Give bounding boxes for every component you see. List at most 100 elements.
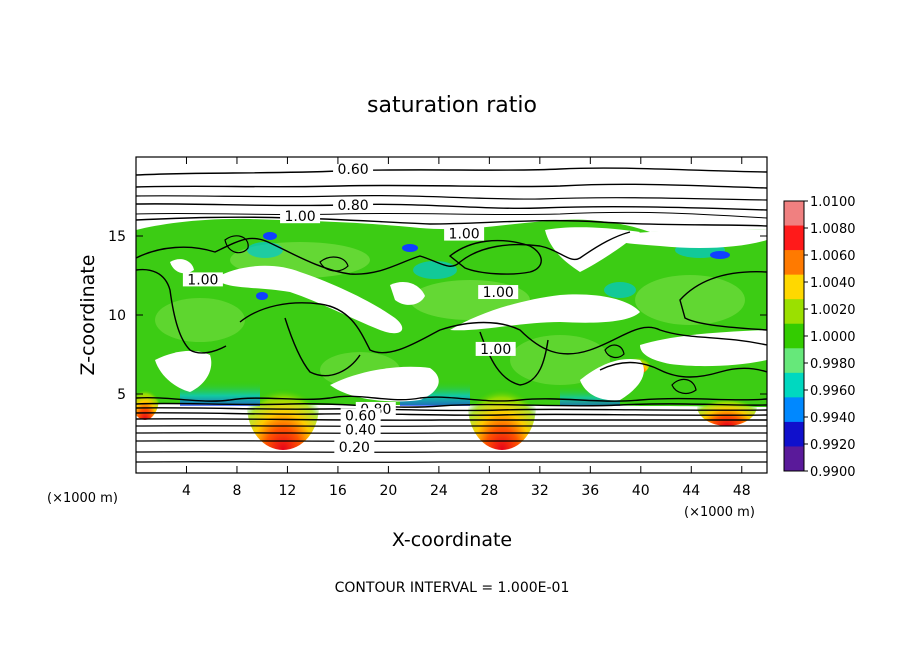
plume-maximum <box>247 362 319 450</box>
contour-line-upper <box>136 183 767 189</box>
contour-line-lower <box>136 402 767 408</box>
y-axis: 5 10 15 <box>108 229 767 403</box>
contour-label: 1.00 <box>284 209 315 225</box>
x-tick-label: 8 <box>232 483 241 499</box>
dry-intrusion <box>155 350 212 392</box>
colorbar-label: 1.0040 <box>810 276 856 291</box>
colorbar-label: 0.9920 <box>810 438 856 453</box>
blue-patch <box>710 251 730 259</box>
contour-label: 1.00 <box>480 342 511 358</box>
y-axis-title: Z-coordinate <box>77 255 99 376</box>
contour-line-1.00 <box>671 378 697 395</box>
contour-line-lower <box>136 407 767 412</box>
contour-line-1.00 <box>448 239 542 275</box>
colorbar-swatch <box>784 323 804 349</box>
cyan-patch <box>247 242 283 258</box>
contour-line-lower <box>136 451 767 453</box>
x-tick-label: 16 <box>329 483 347 499</box>
dry-intrusion <box>170 259 194 274</box>
light-green-patch <box>155 298 245 342</box>
colorbar-label: 1.0000 <box>810 330 856 345</box>
colorbar-label: 1.0060 <box>810 249 856 264</box>
contour-lines <box>136 167 767 463</box>
x-tick-label: 48 <box>733 483 751 499</box>
colorbar-label: 0.9940 <box>810 411 856 426</box>
x-tick-label: 4 <box>182 483 191 499</box>
contour-label-halo <box>182 272 223 287</box>
colorbar: 1.0100 1.0080 1.0060 1.0040 1.0020 1.0000 0.99… <box>783 195 856 480</box>
contour-label-halo <box>475 341 516 356</box>
contour-label-halo <box>334 439 375 454</box>
colorbar-label: 1.0100 <box>810 195 856 210</box>
contour-label: 0.40 <box>345 423 376 439</box>
y-tick-label: 10 <box>108 308 126 324</box>
contour-label: 1.00 <box>449 227 480 243</box>
y-tick-label: 15 <box>108 229 126 245</box>
x-axis-unit-label: (×1000 m) <box>684 505 755 520</box>
chart-title: saturation ratio <box>367 93 537 118</box>
colorbar-swatch <box>784 250 804 276</box>
colorbar-label: 1.0020 <box>810 303 856 318</box>
contour-label-halo <box>444 226 485 241</box>
colorbar-label: 1.0080 <box>810 222 856 237</box>
x-tick-label: 20 <box>379 483 397 499</box>
contour-line-lower <box>136 432 767 434</box>
colorbar-label: 0.9900 <box>810 465 856 480</box>
contour-line-1.00 <box>239 302 767 355</box>
contour-line-cloudtop <box>136 216 767 227</box>
contour-line-1.00 <box>319 256 349 272</box>
x-tick-label: 44 <box>682 483 700 499</box>
contour-line-upper <box>136 167 767 176</box>
light-green-patch <box>510 335 610 385</box>
dry-intrusion <box>580 358 644 401</box>
x-tick-label: 40 <box>632 483 650 499</box>
colorbar-swatch <box>784 446 804 472</box>
contour-line-1.00 <box>679 271 767 331</box>
contour-label: 0.20 <box>339 440 370 456</box>
colorbar-swatch <box>784 225 804 251</box>
contour-line-lower <box>136 412 767 416</box>
contour-label: 0.60 <box>337 162 368 178</box>
colorbar-swatch <box>784 201 804 226</box>
blue-patch <box>263 232 277 240</box>
contour-interval-note: CONTOUR INTERVAL = 1.000E-01 <box>335 580 570 596</box>
saturation-field <box>136 167 767 463</box>
dry-intrusion <box>390 282 425 305</box>
colorbar-swatch <box>784 397 804 423</box>
contour-line-1.00 <box>604 344 625 359</box>
contour-label-halo <box>333 198 374 213</box>
colorbar-swatch <box>784 372 804 398</box>
contour-label-halo <box>333 161 374 176</box>
x-tick-label: 24 <box>430 483 448 499</box>
dry-intrusion <box>600 229 767 248</box>
dry-intrusion <box>640 330 767 367</box>
plume-maximum <box>697 386 757 426</box>
x-axis: 4 8 12 16 20 24 28 32 36 40 44 48 <box>182 157 751 499</box>
colorbar-swatch <box>784 274 804 300</box>
contour-label: 1.00 <box>483 285 514 301</box>
contour-line-lower <box>136 418 767 421</box>
x-tick-label: 28 <box>480 483 498 499</box>
x-axis-title: X-coordinate <box>392 529 512 551</box>
contour-labels: 0.600.801.001.001.001.001.000.800.600.40… <box>182 161 519 456</box>
contour-line-upper <box>136 203 767 211</box>
colorbar-label: 0.9980 <box>810 357 856 372</box>
contour-line-upper <box>136 211 767 219</box>
contour-line-lower <box>136 461 767 463</box>
colorbar-swatch <box>784 299 804 325</box>
y-axis-unit-label: (×1000 m) <box>47 491 118 506</box>
dry-intrusion <box>450 294 640 331</box>
colorbar-label: 0.9960 <box>810 384 856 399</box>
dry-intrusion <box>330 366 439 402</box>
x-tick-label: 36 <box>581 483 599 499</box>
colorbar-swatch <box>784 421 804 447</box>
plume-maximum <box>468 362 536 450</box>
light-green-patch <box>635 275 745 325</box>
contour-label: 0.60 <box>345 408 376 424</box>
x-tick-label: 32 <box>531 483 549 499</box>
contour-label: 0.80 <box>337 198 368 214</box>
cyan-patch <box>604 282 636 298</box>
contour-line-1.00 <box>599 361 767 378</box>
contour-label-halo <box>478 285 519 300</box>
